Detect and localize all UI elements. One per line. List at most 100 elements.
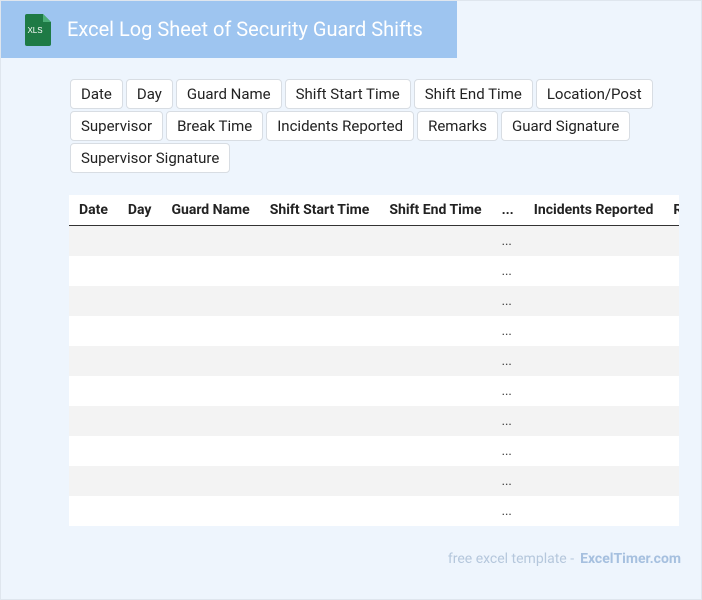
field-chip[interactable]: Break Time (166, 111, 264, 141)
table-cell (117, 346, 162, 376)
table-cell (259, 436, 380, 466)
table-cell (161, 256, 260, 286)
table-cell (663, 256, 679, 286)
field-chip[interactable]: Shift Start Time (284, 79, 411, 109)
table-cell (69, 406, 118, 436)
table-cell (117, 225, 162, 256)
table-cell (161, 286, 260, 316)
table-cell (69, 225, 118, 256)
table-cell (161, 466, 260, 496)
table-cell (69, 256, 118, 286)
table-cell (663, 496, 679, 526)
field-chip[interactable]: Day (125, 79, 173, 109)
table-cell (523, 316, 664, 346)
column-header: Shift Start Time (259, 195, 380, 226)
table-row: ... (69, 466, 679, 496)
table-cell (69, 436, 118, 466)
table-cell (69, 496, 118, 526)
column-header: Shift End Time (379, 195, 492, 226)
table-cell (69, 346, 118, 376)
table-cell (259, 256, 380, 286)
table-cell (663, 406, 679, 436)
table-cell: ... (491, 316, 524, 346)
footer: free excel template - ExcelTimer.com (448, 551, 681, 567)
table-cell (259, 346, 380, 376)
table-cell (523, 256, 664, 286)
field-chip[interactable]: Supervisor (70, 111, 164, 141)
table-cell (523, 286, 664, 316)
table-cell: ... (491, 225, 524, 256)
table-cell (69, 376, 118, 406)
table-cell (379, 466, 492, 496)
table-cell (663, 376, 679, 406)
table-cell (259, 316, 380, 346)
field-chip[interactable]: Date (70, 79, 123, 109)
table-cell (161, 316, 260, 346)
table: Date Day Guard Name Shift Start Time Shift E… (69, 195, 679, 526)
table-cell (161, 496, 260, 526)
footer-text: free excel template - (447, 551, 575, 567)
column-header: Date (69, 195, 118, 226)
table-cell (379, 256, 492, 286)
table-cell (663, 436, 679, 466)
table-wrap: Date Day Guard Name Shift Start Time Shift E… (69, 195, 679, 526)
table-cell (117, 316, 162, 346)
table-row: ... (69, 376, 679, 406)
column-header: Incidents Reported (523, 195, 664, 226)
table-cell (117, 466, 162, 496)
table-cell (379, 496, 492, 526)
field-chip[interactable]: Incidents Reported (266, 111, 415, 141)
table-cell: ... (491, 466, 524, 496)
table-cell (523, 436, 664, 466)
table-cell (379, 436, 492, 466)
table-cell: ... (491, 406, 524, 436)
field-list: Date Day Guard Name Shift Start Time Shift E… (70, 79, 660, 173)
table-cell: ... (491, 346, 524, 376)
header: XLS Excel Log Sheet of Security Guard Sh… (1, 1, 457, 58)
column-header: Guard Name (161, 195, 260, 226)
field-chip[interactable]: Guard Name (175, 79, 282, 109)
table-cell (161, 436, 260, 466)
table-cell (523, 376, 664, 406)
table-cell (69, 316, 118, 346)
table-cell (663, 225, 679, 256)
field-chip[interactable]: Remarks (417, 111, 499, 141)
table-cell (259, 466, 380, 496)
table-cell (117, 436, 162, 466)
table-cell (161, 346, 260, 376)
table-cell (663, 346, 679, 376)
table-cell (161, 225, 260, 256)
field-chip[interactable]: Guard Signature (501, 111, 631, 141)
table-cell (161, 406, 260, 436)
table-row: ... (69, 316, 679, 346)
table-cell: ... (491, 256, 524, 286)
table-cell: ... (491, 496, 524, 526)
field-chip[interactable]: Location/Post (535, 79, 653, 109)
table-cell (259, 225, 380, 256)
table-row: ... (69, 406, 679, 436)
table-row: ... (69, 256, 679, 286)
table-cell (379, 316, 492, 346)
column-header: Remarks (663, 195, 679, 226)
table-cell (161, 376, 260, 406)
table-cell (379, 286, 492, 316)
table-cell (523, 225, 664, 256)
footer-link[interactable]: ExcelTimer.com (580, 551, 681, 567)
table-cell (259, 376, 380, 406)
table-cell (523, 496, 664, 526)
field-chip[interactable]: Shift End Time (413, 79, 533, 109)
field-chip[interactable]: Supervisor Signature (70, 143, 231, 173)
table-cell (117, 256, 162, 286)
table-cell (663, 286, 679, 316)
table-row: ... (69, 225, 679, 256)
table-cell (117, 496, 162, 526)
table-cell (117, 376, 162, 406)
table-cell (379, 406, 492, 436)
table-cell (69, 286, 118, 316)
table-cell (663, 466, 679, 496)
table-cell (663, 316, 679, 346)
table-cell (379, 346, 492, 376)
table-cell (379, 225, 492, 256)
table-cell (379, 376, 492, 406)
